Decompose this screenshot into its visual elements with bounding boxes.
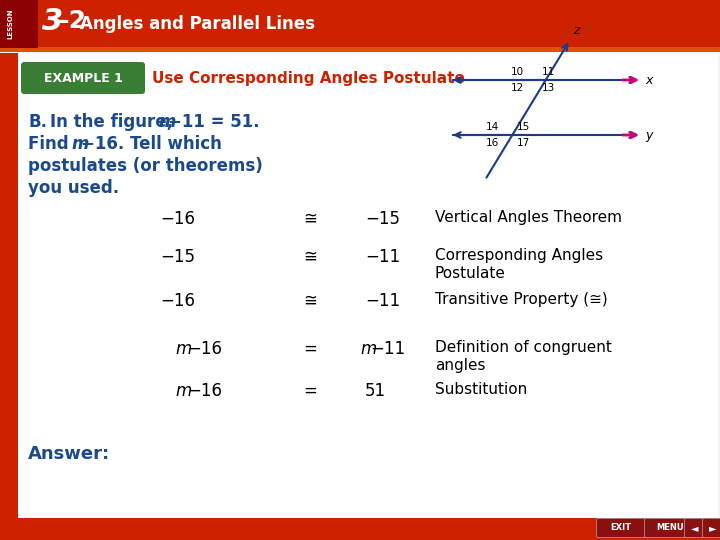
Text: −15: −15 xyxy=(365,210,400,228)
FancyBboxPatch shape xyxy=(0,518,720,540)
Text: −11: −11 xyxy=(370,340,405,358)
Text: −16: −16 xyxy=(187,382,222,400)
FancyBboxPatch shape xyxy=(644,518,696,537)
Text: 15: 15 xyxy=(517,122,530,132)
Text: 11: 11 xyxy=(542,67,555,77)
Text: −11 = 51.: −11 = 51. xyxy=(168,113,260,131)
Text: Find: Find xyxy=(28,135,74,153)
Text: Postulate: Postulate xyxy=(435,266,506,281)
Text: −16: −16 xyxy=(160,210,195,228)
Text: −16: −16 xyxy=(160,292,195,310)
Text: x: x xyxy=(645,73,652,86)
Text: MENU: MENU xyxy=(656,523,684,532)
Text: =: = xyxy=(303,340,317,358)
Text: EXIT: EXIT xyxy=(611,523,631,532)
Text: m: m xyxy=(71,135,89,153)
Text: m: m xyxy=(175,382,192,400)
Text: Angles and Parallel Lines: Angles and Parallel Lines xyxy=(80,15,315,33)
Text: you used.: you used. xyxy=(28,179,119,197)
FancyBboxPatch shape xyxy=(18,53,718,520)
Text: EXAMPLE 1: EXAMPLE 1 xyxy=(44,71,122,84)
Text: 13: 13 xyxy=(542,83,555,93)
Text: =: = xyxy=(303,382,317,400)
Text: B.: B. xyxy=(28,113,47,131)
FancyBboxPatch shape xyxy=(0,0,38,48)
Text: Vertical Angles Theorem: Vertical Angles Theorem xyxy=(435,210,622,225)
Text: 17: 17 xyxy=(517,138,530,148)
Text: 14: 14 xyxy=(486,122,499,132)
Text: angles: angles xyxy=(435,358,485,373)
Text: −16: −16 xyxy=(187,340,222,358)
Text: Use Corresponding Angles Postulate: Use Corresponding Angles Postulate xyxy=(152,71,465,85)
Text: ≅: ≅ xyxy=(303,248,317,266)
FancyBboxPatch shape xyxy=(685,518,706,537)
FancyBboxPatch shape xyxy=(0,0,720,48)
Text: Answer:: Answer: xyxy=(28,445,110,463)
Text: Substitution: Substitution xyxy=(435,382,527,397)
Text: ◄: ◄ xyxy=(691,523,698,533)
Text: −16. Tell which: −16. Tell which xyxy=(81,135,222,153)
Text: 10: 10 xyxy=(511,67,524,77)
Text: ≅: ≅ xyxy=(303,210,317,228)
FancyBboxPatch shape xyxy=(21,62,145,94)
Text: ≅: ≅ xyxy=(303,292,317,310)
Text: y: y xyxy=(645,129,652,141)
Text: 16: 16 xyxy=(486,138,499,148)
Text: Transitive Property (≅): Transitive Property (≅) xyxy=(435,292,608,307)
Text: m: m xyxy=(158,113,176,131)
FancyBboxPatch shape xyxy=(596,518,646,537)
Text: z: z xyxy=(573,24,580,37)
Text: 3: 3 xyxy=(42,6,63,36)
FancyBboxPatch shape xyxy=(703,518,720,537)
FancyBboxPatch shape xyxy=(0,53,18,520)
Text: m: m xyxy=(175,340,192,358)
Text: m: m xyxy=(360,340,377,358)
Text: −11: −11 xyxy=(365,292,400,310)
Text: LESSON: LESSON xyxy=(7,9,13,39)
Text: Definition of congruent: Definition of congruent xyxy=(435,340,612,355)
Text: –2: –2 xyxy=(57,9,87,33)
Text: ►: ► xyxy=(709,523,716,533)
Text: postulates (or theorems): postulates (or theorems) xyxy=(28,157,263,175)
Text: 51: 51 xyxy=(365,382,386,400)
Text: −11: −11 xyxy=(365,248,400,266)
Text: 12: 12 xyxy=(510,83,524,93)
Text: In the figure,: In the figure, xyxy=(50,113,179,131)
Text: Corresponding Angles: Corresponding Angles xyxy=(435,248,603,263)
FancyBboxPatch shape xyxy=(0,47,720,52)
Text: −15: −15 xyxy=(160,248,195,266)
